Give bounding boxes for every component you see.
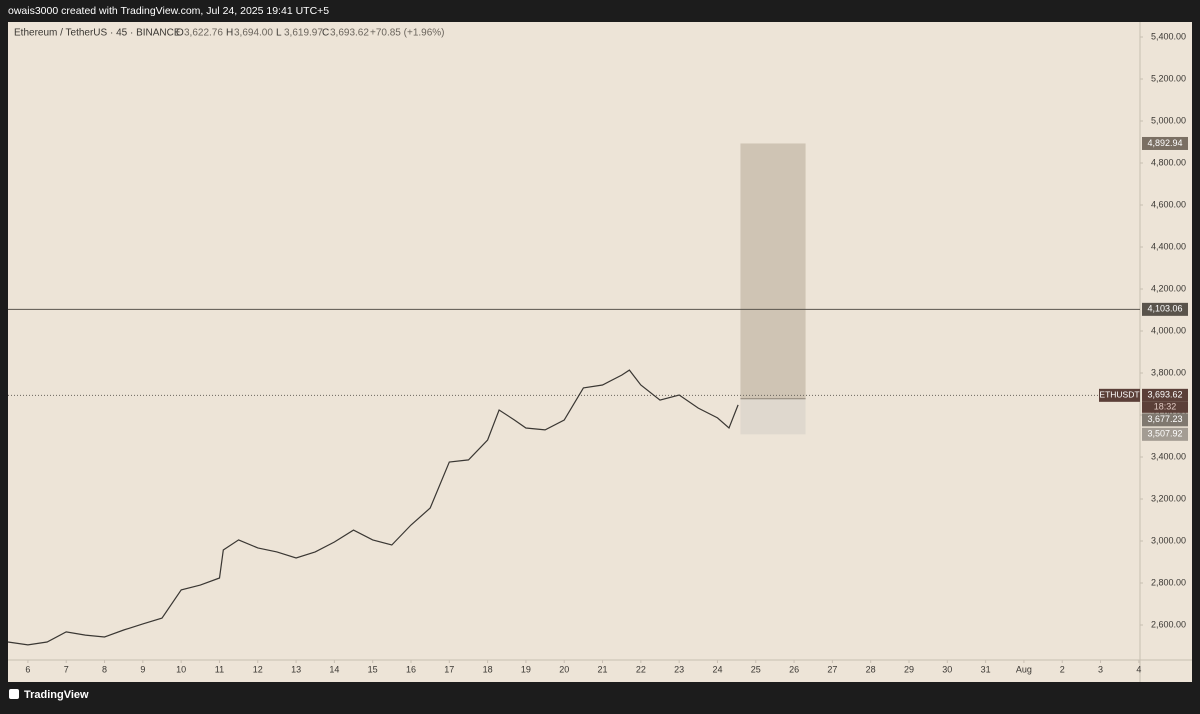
y-tick-label: 5,200.00 (1151, 73, 1186, 83)
price-line (7, 369, 739, 646)
x-tick-label: 3 (1098, 664, 1103, 674)
level-label-box (1142, 302, 1188, 316)
level-label: 4,103.06 (1147, 304, 1182, 314)
x-tick-label: 19 (521, 664, 531, 674)
x-tick-label: 7 (64, 664, 69, 674)
x-tick-label: 24 (712, 664, 722, 674)
legend-value: 3,619.97 (284, 28, 323, 39)
x-tick-label: 10 (176, 664, 186, 674)
x-tick-label: 14 (329, 664, 339, 674)
x-tick-label: 30 (942, 664, 952, 674)
legend-value: 3,622.76 (184, 28, 223, 39)
x-tick-label: 15 (368, 664, 378, 674)
x-tick-label: 23 (674, 664, 684, 674)
y-tick-label: 4,800.00 (1151, 157, 1186, 167)
y-tick-label: 5,000.00 (1151, 115, 1186, 125)
y-tick-label: 3,200.00 (1151, 493, 1186, 503)
x-tick-label: Aug (1016, 664, 1032, 674)
x-tick-label: 31 (981, 664, 991, 674)
countdown-box (1142, 401, 1188, 413)
x-tick-label: 21 (598, 664, 608, 674)
y-tick-label: 4,600.00 (1151, 199, 1186, 209)
legend-title: Ethereum / TetherUS · 45 · BINANCE (14, 28, 181, 39)
legend-key: C (322, 28, 329, 39)
stop-zone (740, 398, 806, 435)
legend-change: +70.85 (+1.96%) (370, 28, 445, 39)
x-tick-label: 2 (1060, 664, 1065, 674)
logo-icon (9, 689, 19, 699)
y-tick-label: 2,600.00 (1151, 619, 1186, 629)
entry-label: 3,677.23 (1147, 414, 1182, 424)
x-tick-label: 18 (483, 664, 493, 674)
logo: TradingView (9, 689, 89, 701)
credit: owais3000 created with TradingView.com, … (8, 5, 329, 17)
y-tick-label: 4,400.00 (1151, 241, 1186, 251)
x-tick-label: 29 (904, 664, 914, 674)
symbol: ETHUSDT (1099, 390, 1139, 400)
x-tick-label: 17 (444, 664, 454, 674)
y-tick-label: 2,800.00 (1151, 577, 1186, 587)
target-label-box (1142, 136, 1188, 150)
target-zone (740, 143, 806, 399)
last-price-label: 3,693.62 (1147, 390, 1182, 400)
legend-value: 3,694.00 (234, 28, 273, 39)
legend-key: L (276, 28, 282, 39)
last-price-label-box (1142, 388, 1188, 402)
target-label: 4,892.94 (1147, 138, 1182, 148)
brand: TradingView (24, 689, 89, 701)
y-tick-label: 5,400.00 (1151, 31, 1186, 41)
x-tick-label: 4 (1136, 664, 1141, 674)
x-tick-label: 8 (102, 664, 107, 674)
x-tick-label: 9 (140, 664, 145, 674)
x-tick-label: 20 (559, 664, 569, 674)
legend-values: O 3,622.76 H 3,694.00 L 3,619.97 C 3,693.62 (176, 28, 369, 39)
x-tick-label: 22 (636, 664, 646, 674)
countdown: 18:32 (1154, 402, 1177, 412)
x-tick-label: 6 (25, 664, 30, 674)
symbol-box (1099, 388, 1140, 402)
legend-key: H (226, 28, 233, 39)
stop-label-box (1142, 427, 1188, 441)
x-tick-label: 11 (215, 664, 224, 674)
stop-label: 3,507.92 (1147, 429, 1182, 439)
x-tick-label: 28 (866, 664, 876, 674)
legend-key: O (176, 28, 184, 39)
chart-background (8, 22, 1192, 682)
x-tick-label: 25 (751, 664, 761, 674)
y-tick-label: 3,800.00 (1151, 367, 1186, 377)
x-tick-label: 13 (291, 664, 301, 674)
entry-label-box (1142, 413, 1188, 427)
x-tick-label: 16 (406, 664, 416, 674)
y-tick-label: 4,000.00 (1151, 325, 1186, 335)
x-tick-label: 27 (827, 664, 837, 674)
legend-value: 3,693.62 (330, 28, 369, 39)
x-tick-label: 26 (789, 664, 799, 674)
y-tick-label: 3,400.00 (1151, 451, 1186, 461)
y-tick-label: 3,000.00 (1151, 535, 1186, 545)
y-tick-label: 4,200.00 (1151, 283, 1186, 293)
x-tick-label: 12 (253, 664, 263, 674)
